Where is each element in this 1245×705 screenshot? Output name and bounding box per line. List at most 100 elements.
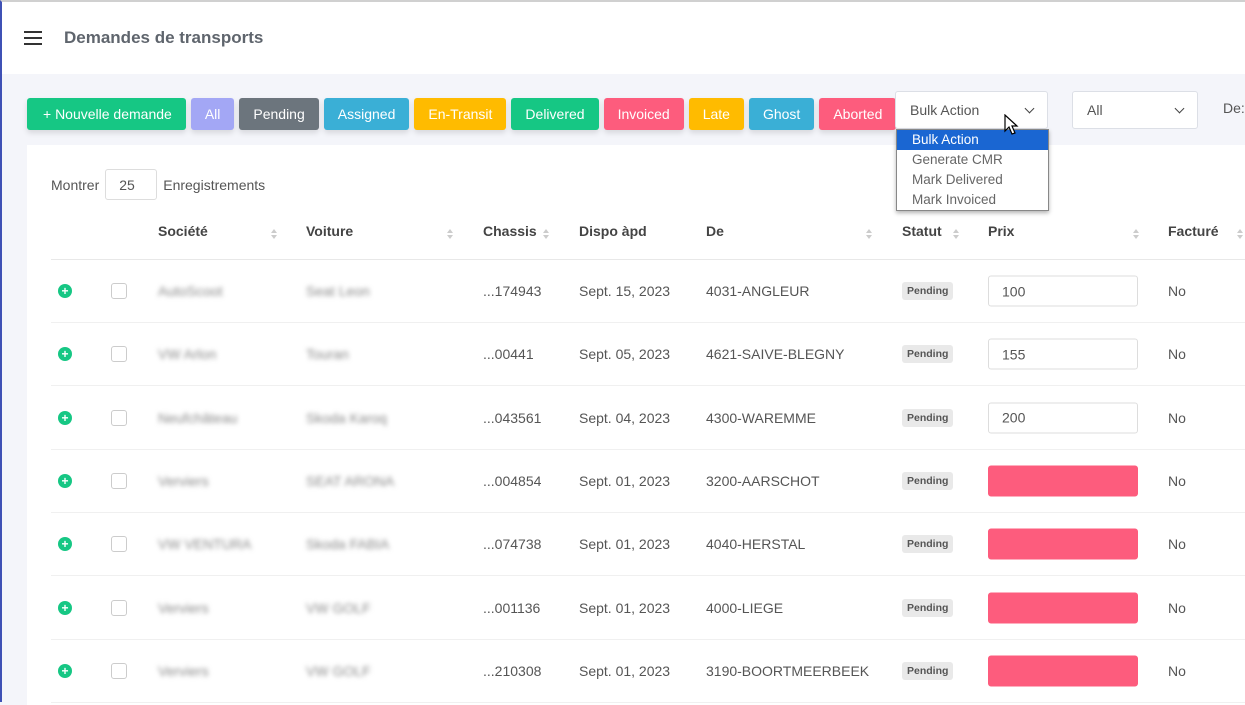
status-filter-bar: + Nouvelle demande All Pending Assigned En-T… [27,98,897,130]
sort-icon[interactable] [866,229,872,239]
records-label: Enregistrements [163,176,266,193]
chassis-cell: ...074738 [483,536,542,553]
invoiced-cell: No [1168,536,1186,553]
date-cell: Sept. 01, 2023 [579,662,671,679]
table-row: + Verviers SEAT ARONA ...004854 Sept. 01, 20… [51,450,1245,513]
origin-cell: 4621-SAIVE-BLEGNY [706,346,845,363]
invoiced-cell: No [1168,472,1186,489]
bulk-option[interactable]: Mark Invoiced [912,192,997,207]
filter-button-invoiced[interactable]: Invoiced [603,98,684,130]
filter-button-ghost[interactable]: Ghost [748,98,815,130]
filter-button-pending[interactable]: Pending [239,98,319,130]
row-checkbox[interactable] [111,346,127,363]
row-checkbox[interactable] [111,472,127,489]
sort-icon[interactable] [271,229,277,239]
price-input[interactable] [988,402,1138,434]
filter-button-late[interactable]: Late [688,98,744,130]
price-input[interactable] [988,338,1138,370]
filter-button-aborted[interactable]: Aborted [819,98,897,130]
column-header[interactable]: Facturé [1168,223,1219,239]
filter-select[interactable]: All [1072,91,1198,129]
date-cell: Sept. 15, 2023 [579,283,671,299]
table-card: Montrer Enregistrements Société Voiture Ch… [27,145,1245,705]
expand-row-icon[interactable]: + [58,600,72,615]
expand-row-icon[interactable]: + [58,410,72,425]
status-badge: Pending [902,661,954,680]
bulk-option[interactable]: Generate CMR [912,152,1003,167]
header-divider [51,259,1245,260]
expand-row-icon[interactable]: + [58,537,72,552]
invoiced-cell: No [1168,409,1186,426]
column-header[interactable]: Société [158,223,208,239]
car-cell: Touran [306,346,349,363]
invoiced-cell: No [1168,599,1186,616]
company-cell: Verviers [158,472,209,489]
bulk-option[interactable]: Bulk Action [897,130,1048,150]
date-cell: Sept. 01, 2023 [579,599,671,616]
car-cell: Seat Leon [306,283,370,299]
bulk-action-select[interactable]: Bulk Action [895,91,1048,129]
status-badge: Pending [902,408,954,427]
invoiced-cell: No [1168,662,1186,679]
expand-row-icon[interactable]: + [58,347,72,362]
page-size-input[interactable] [105,169,158,200]
table-row: + AutoScoot Seat Leon ...174943 Sept. 15, 20… [51,260,1245,323]
hamburger-icon[interactable] [24,31,42,45]
sort-icon[interactable] [953,229,959,239]
chassis-cell: ...001136 [483,599,541,616]
bulk-option[interactable]: Mark Delivered [912,172,1003,187]
origin-cell: 3190-BOORTMEERBEEK [706,662,870,679]
row-checkbox[interactable] [111,536,127,553]
chassis-cell: ...210308 [483,662,542,679]
chassis-cell: ...043561 [483,409,542,426]
sort-icon[interactable] [447,229,453,239]
sort-icon[interactable] [1237,229,1243,239]
column-header[interactable]: Statut [902,223,942,239]
company-cell: Neufchâteau [158,409,238,426]
company-cell: Verviers [158,662,209,679]
column-header[interactable]: Prix [988,223,1015,239]
invoiced-cell: No [1168,283,1186,299]
company-cell: VW Arlon [158,346,217,363]
mouse-cursor-icon [1004,114,1019,135]
price-input[interactable] [988,528,1138,560]
status-badge: Pending [902,345,954,364]
filter-button-entransit[interactable]: En-Transit [414,98,507,130]
row-checkbox[interactable] [111,409,127,426]
row-checkbox[interactable] [111,662,127,679]
chassis-cell: ...004854 [483,472,542,489]
expand-row-icon[interactable]: + [58,663,72,678]
origin-cell: 4040-HERSTAL [706,536,806,553]
column-header[interactable]: Voiture [306,223,354,239]
table-row: + Neufchâteau Skoda Karoq ...043561 Sept. 04… [51,387,1245,450]
price-input[interactable] [988,592,1138,623]
chassis-cell: ...174943 [483,283,542,299]
column-header[interactable]: Chassis [483,223,537,239]
filter-button-assigned[interactable]: Assigned [323,98,410,130]
filter-button-all[interactable]: All [190,98,235,130]
origin-cell: 4031-ANGLEUR [706,283,810,299]
expand-row-icon[interactable]: + [58,473,72,488]
filter-button-nouvelledemande[interactable]: + Nouvelle demande [27,98,186,130]
column-header[interactable]: De [706,223,724,239]
table-row: + Verviers VW GOLF ...001136 Sept. 01, 2023 4… [51,577,1245,640]
price-input[interactable] [988,275,1138,307]
sort-icon[interactable] [1133,229,1139,239]
car-cell: Skoda Karoq [306,409,387,426]
row-checkbox[interactable] [111,599,127,616]
bulk-action-dropdown: Bulk Action Generate CMR Mark Delivered Mar… [896,129,1049,211]
sort-icon[interactable] [543,229,549,239]
row-checkbox[interactable] [111,283,127,299]
expand-row-icon[interactable]: + [58,284,72,298]
filter-value: All [1087,102,1103,118]
price-input[interactable] [988,655,1138,687]
date-cell: Sept. 04, 2023 [579,409,671,426]
car-cell: VW GOLF [306,599,371,616]
company-cell: Verviers [158,599,209,616]
page-size-control: Montrer Enregistrements [51,169,265,200]
bulk-action-value: Bulk Action [910,102,980,118]
car-cell: Skoda FABIA [306,536,390,553]
price-input[interactable] [988,465,1138,497]
filter-button-delivered[interactable]: Delivered [511,98,599,130]
column-header[interactable]: Dispo àpd [579,223,647,239]
